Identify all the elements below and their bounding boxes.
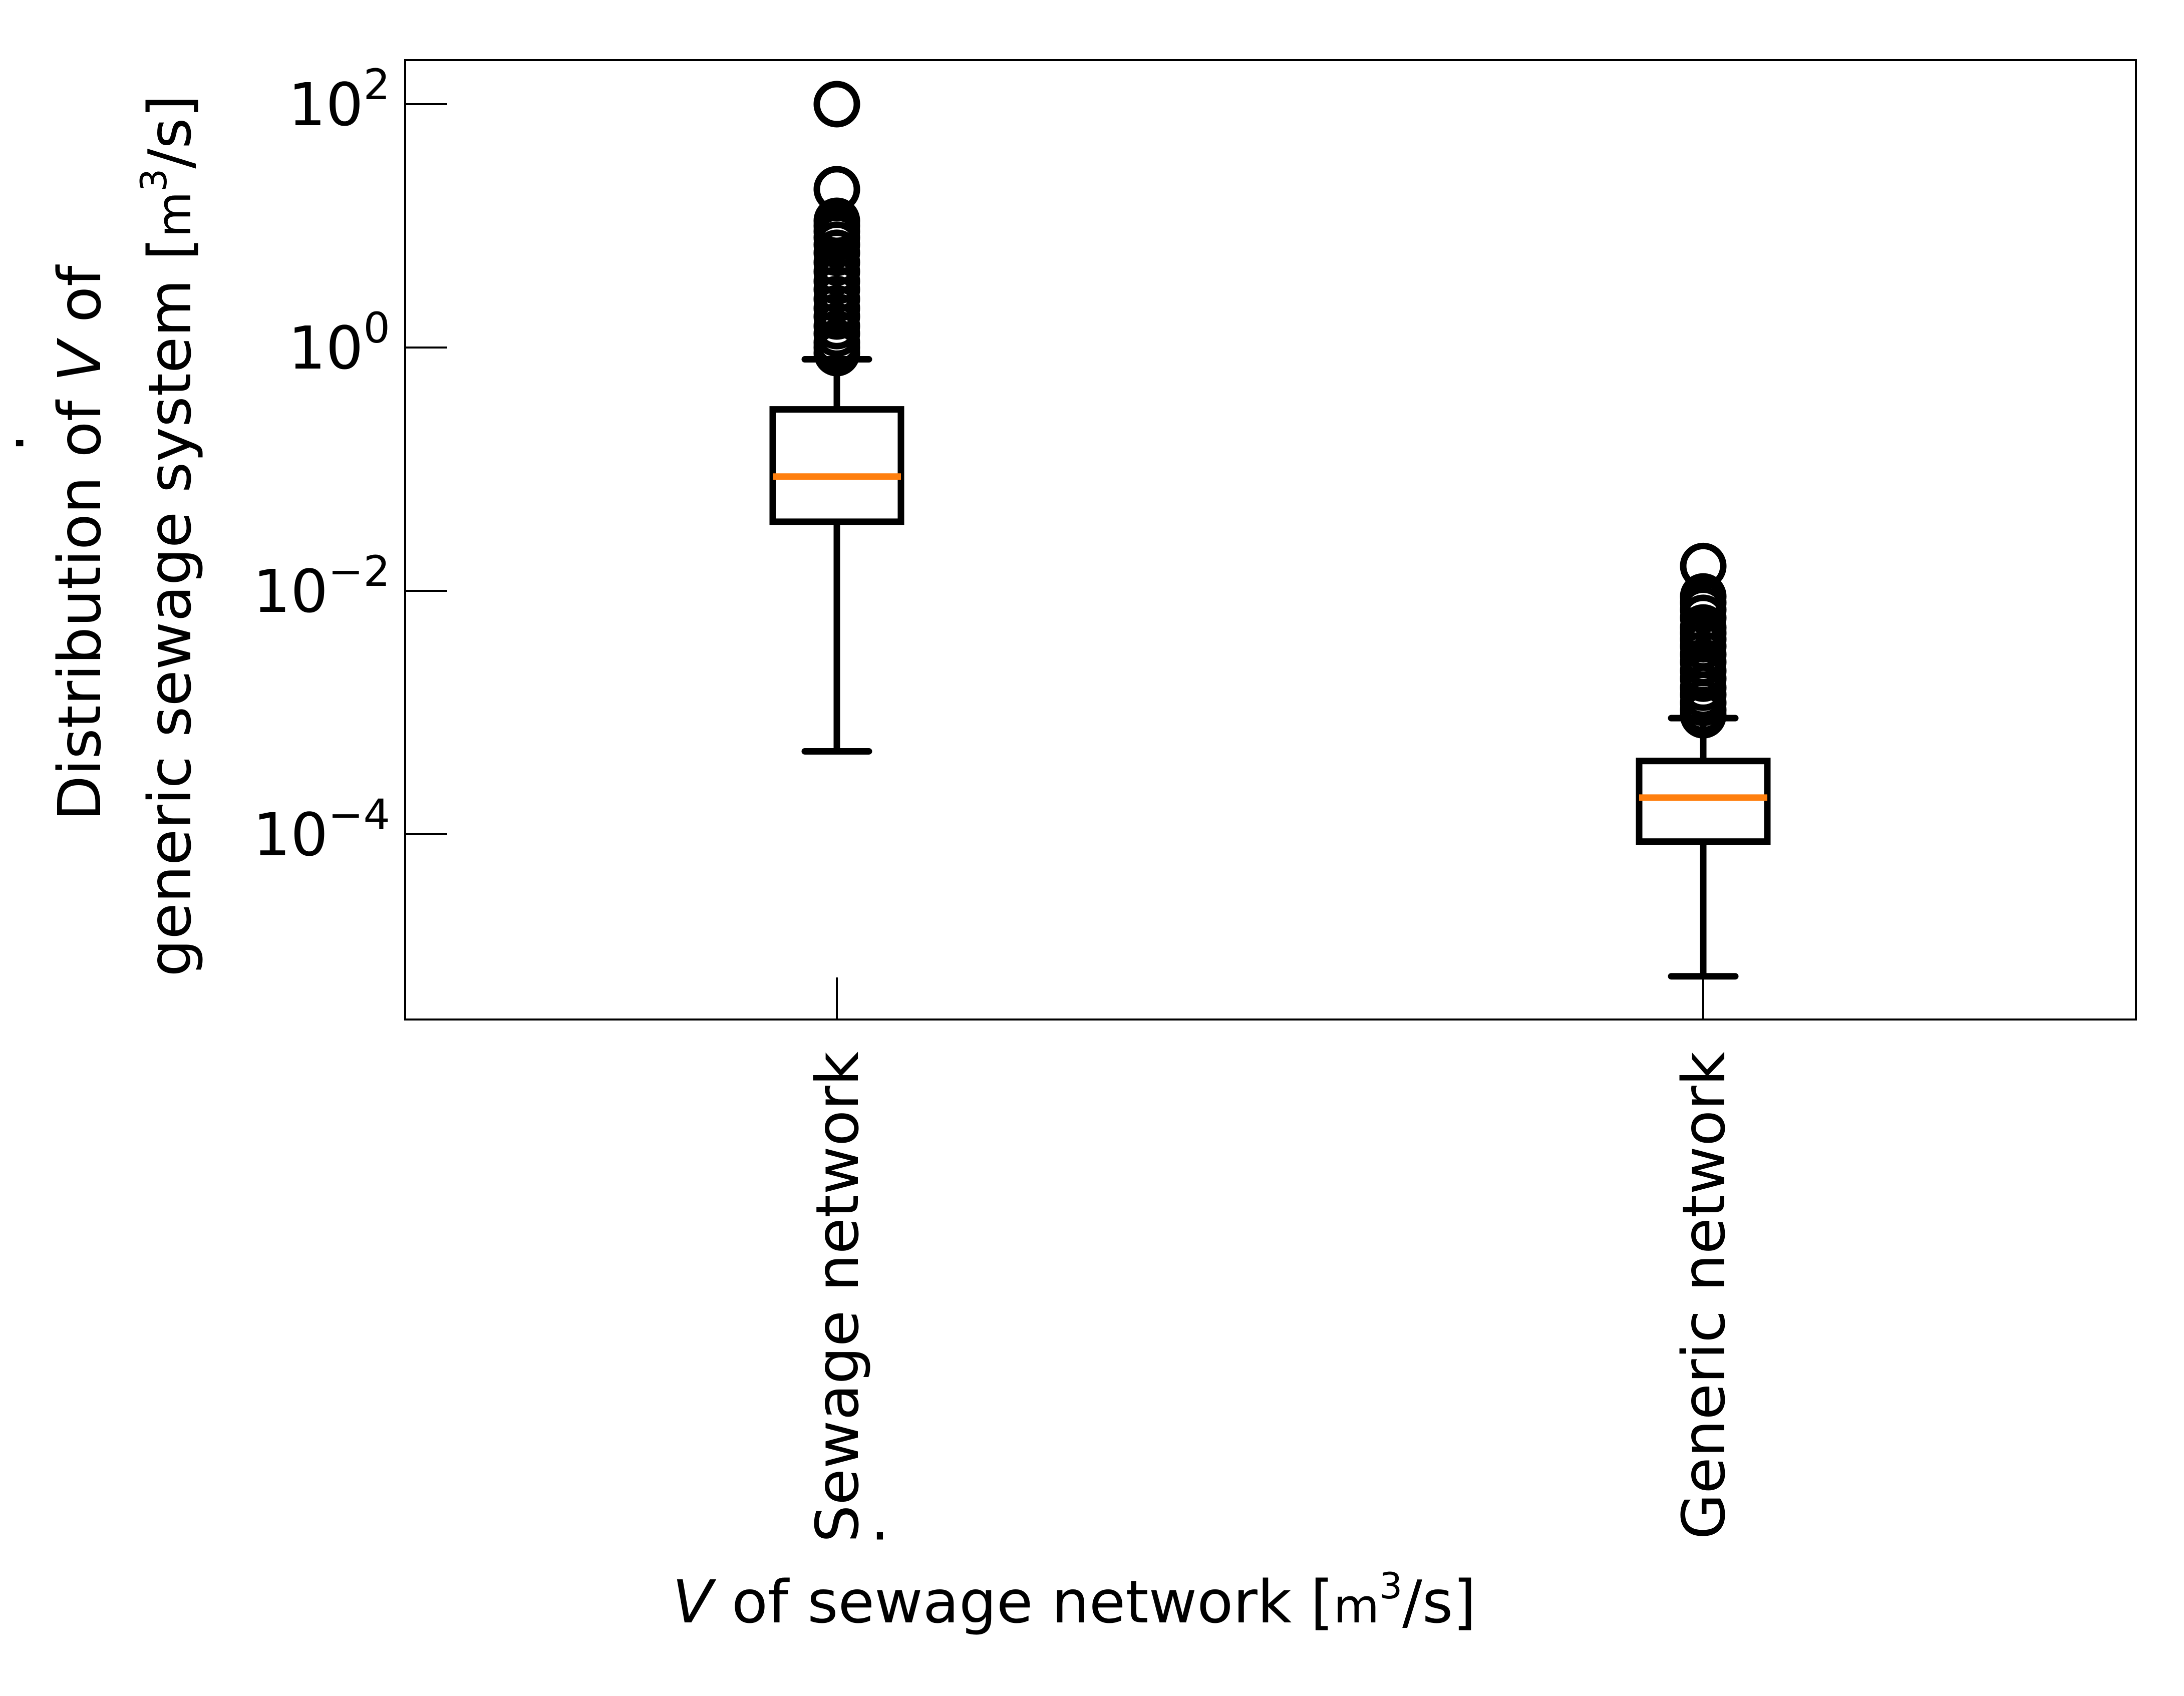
y-axis-label-line2-text: generic sewage system [ [135, 237, 204, 977]
x-axis-label-unit-exponent: 3 [1379, 1565, 1402, 1607]
y-axis-label-dot: · [0, 434, 54, 453]
y-tick-label: 100 [288, 303, 390, 383]
y-tick-label: 102 [288, 60, 390, 139]
outlier-point [1680, 542, 1727, 589]
outlier-point [813, 81, 860, 128]
outlier-point [1680, 692, 1727, 739]
y-axis-label-text-start: Distribution of [45, 382, 114, 821]
x-axis-label-variable: V [673, 1567, 717, 1636]
svg-text:generic sewage system [m3/s]: generic sewage system [m3/s] [133, 95, 204, 976]
y-tick-label: 10−2 [253, 547, 390, 626]
svg-text:Distribution of V of: Distribution of V of [45, 264, 114, 821]
y-axis-label-variable: V [45, 337, 114, 382]
x-tick-label: Generic network [1669, 1052, 1738, 1539]
x-axis-label-unit: m [1334, 1579, 1380, 1634]
box [1636, 758, 1771, 845]
y-tick-label-base: 10 [288, 70, 363, 139]
x-axis-label: V of sewage network [m3/s] [673, 1565, 1476, 1636]
y-axis-label-unit: m [147, 191, 202, 237]
x-axis-label-text: of sewage network [ [713, 1567, 1333, 1636]
x-axis: Sewage network Generic network [803, 977, 1738, 1543]
y-axis-label-line1: Distribution of V of · [0, 264, 114, 821]
box-group [769, 81, 904, 755]
outlier-point [813, 329, 860, 377]
box [769, 406, 904, 525]
y-axis-label-line2: generic sewage system [m3/s] [133, 95, 204, 976]
y-axis-label-text-end: of [45, 264, 114, 342]
y-tick-label-base: 10 [253, 557, 328, 626]
x-axis-label-dot: · [870, 1501, 889, 1570]
y-tick-label-base: 10 [288, 313, 363, 383]
x-tick-label: Sewage network [803, 1052, 872, 1543]
plot-area [404, 59, 2137, 1021]
boxes [769, 81, 1771, 980]
y-tick-label: 10−4 [253, 790, 390, 869]
y-axis-label-unit-tail: /s] [135, 95, 204, 168]
box-group [1636, 542, 1771, 980]
y-tick-label-exponent: −2 [328, 547, 390, 596]
y-tick-label-exponent: −4 [328, 790, 390, 839]
x-axis-label-unit-tail: /s] [1402, 1567, 1476, 1636]
y-tick-label-exponent: 0 [364, 303, 390, 353]
y-tick-label-exponent: 2 [364, 60, 390, 109]
y-tick-label-base: 10 [253, 800, 328, 869]
y-axis-label-unit-exponent: 3 [133, 169, 175, 192]
